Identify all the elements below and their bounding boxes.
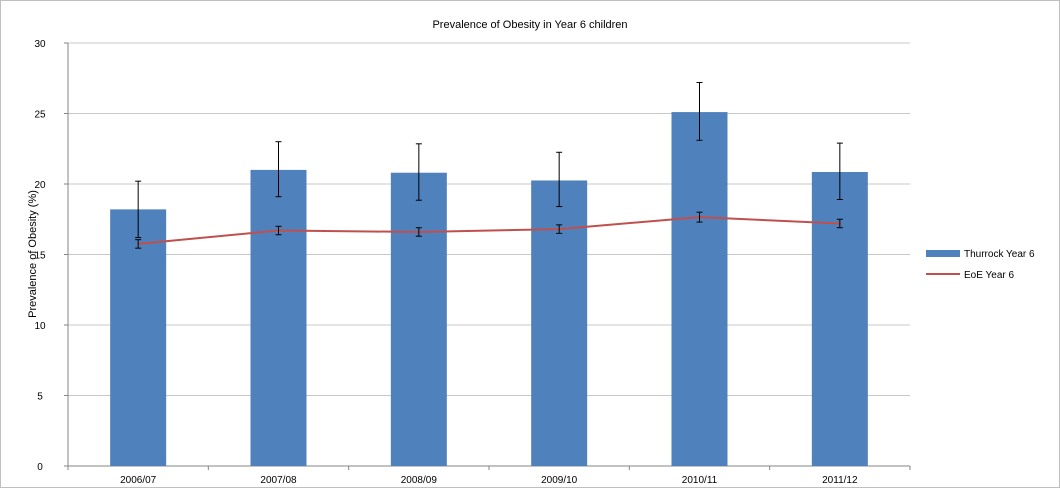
eoe-line bbox=[138, 216, 840, 245]
x-tick-label-2007/08: 2007/08 bbox=[260, 475, 297, 486]
line-error-bar-2008/09 bbox=[415, 227, 422, 237]
line-error-bar-2009/10 bbox=[556, 224, 563, 234]
y-tick-label-0: 0 bbox=[37, 462, 43, 473]
x-tick-label-2009/10: 2009/10 bbox=[541, 475, 578, 486]
bar-error-bar-2010/11 bbox=[696, 81, 703, 141]
line-error-bar-2006/07 bbox=[135, 239, 142, 249]
bar-2011/12 bbox=[811, 172, 868, 466]
bar-error-bars bbox=[135, 81, 843, 239]
line-error-bar-2010/11 bbox=[696, 211, 703, 223]
bar-2010/11 bbox=[671, 112, 728, 466]
line-error-bars bbox=[135, 211, 843, 249]
line-error-bar-2011/12 bbox=[836, 218, 843, 229]
chart-title: Prevalence of Obesity in Year 6 children bbox=[432, 19, 627, 31]
bar-2006/07 bbox=[110, 209, 167, 466]
y-tick-label-15: 15 bbox=[34, 251, 46, 262]
bar-2009/10 bbox=[531, 180, 588, 466]
x-tick-label-2010/11: 2010/11 bbox=[682, 475, 718, 486]
bar-error-bar-2011/12 bbox=[836, 142, 843, 201]
y-axis-title: Prevalence of Obesity (%) bbox=[27, 190, 39, 318]
legend: Thurrock Year 6 EoE Year 6 bbox=[926, 249, 1035, 281]
y-tick-label-25: 25 bbox=[34, 110, 46, 121]
y-tick-label-30: 30 bbox=[34, 39, 46, 50]
bar-error-bar-2008/09 bbox=[415, 143, 422, 201]
x-tick-labels: 2006/07 2007/08 2008/09 2009/10 2010/11 2011/… bbox=[120, 475, 858, 486]
line-error-bar-2007/08 bbox=[275, 225, 282, 236]
x-tick-label-2008/09: 2008/09 bbox=[401, 475, 438, 486]
bar-error-bar-2006/07 bbox=[135, 180, 142, 239]
y-tick-label-5: 5 bbox=[37, 392, 43, 403]
y-tick-label-20: 20 bbox=[34, 180, 46, 191]
gridlines bbox=[64, 42, 910, 467]
bar-error-bar-2009/10 bbox=[556, 151, 563, 208]
x-tick-label-2006/07: 2006/07 bbox=[120, 475, 157, 486]
bar-error-bar-2007/08 bbox=[275, 141, 282, 198]
x-tick-label-2011/12: 2011/12 bbox=[822, 475, 858, 486]
legend-swatch-thurrock bbox=[926, 250, 960, 257]
axes bbox=[67, 43, 911, 470]
bar-series-thurrock bbox=[110, 112, 868, 466]
legend-label-thurrock: Thurrock Year 6 bbox=[964, 249, 1035, 260]
line-series-eoe bbox=[136, 215, 842, 246]
y-tick-labels: 0 5 10 15 20 25 30 bbox=[34, 39, 46, 473]
bar-2007/08 bbox=[250, 169, 307, 466]
legend-label-eoe: EoE Year 6 bbox=[964, 270, 1014, 281]
y-tick-label-10: 10 bbox=[34, 321, 46, 332]
bar-2008/09 bbox=[390, 172, 447, 466]
